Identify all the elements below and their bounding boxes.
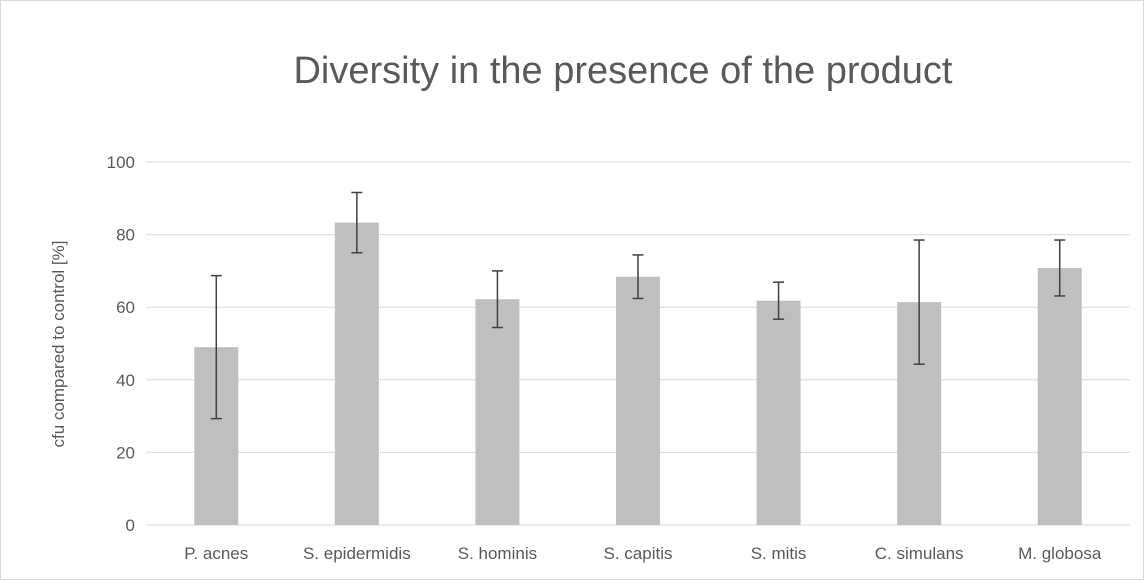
x-tick-label: S. epidermidis xyxy=(303,544,411,563)
error-bar xyxy=(210,274,222,420)
error-bar xyxy=(351,191,363,254)
y-tick-labels: 0 20 40 60 80 100 xyxy=(107,153,135,535)
error-bar xyxy=(632,254,644,300)
error-bar xyxy=(773,281,785,320)
bar xyxy=(756,300,801,525)
bar xyxy=(1037,267,1082,525)
chart-title: Diversity in the presence of the product xyxy=(293,50,952,92)
bars xyxy=(194,222,1082,525)
x-tick-labels: P. acnes S. epidermidis S. hominis S. capit… xyxy=(184,544,1102,563)
y-tick-label: 100 xyxy=(107,153,135,172)
x-tick-label: S. hominis xyxy=(458,544,537,563)
bar xyxy=(334,222,379,525)
x-tick-label: P. acnes xyxy=(184,544,248,563)
x-tick-label: M. globosa xyxy=(1018,544,1102,563)
error-bar xyxy=(913,239,925,365)
y-tick-label: 80 xyxy=(116,226,135,245)
bar xyxy=(616,276,660,525)
x-tick-label: S. capitis xyxy=(604,544,673,563)
y-tick-label: 40 xyxy=(116,371,135,390)
error-bar xyxy=(491,270,503,329)
error-bars xyxy=(210,191,1066,420)
y-tick-label: 0 xyxy=(126,516,135,535)
y-tick-label: 20 xyxy=(116,443,135,462)
y-tick-label: 60 xyxy=(116,298,135,317)
bar xyxy=(475,299,520,525)
x-tick-label: C. simulans xyxy=(875,544,964,563)
x-tick-label: S. mitis xyxy=(751,544,807,563)
error-bar xyxy=(1054,239,1066,297)
y-axis-label: cfu compared to control [%] xyxy=(49,241,68,448)
